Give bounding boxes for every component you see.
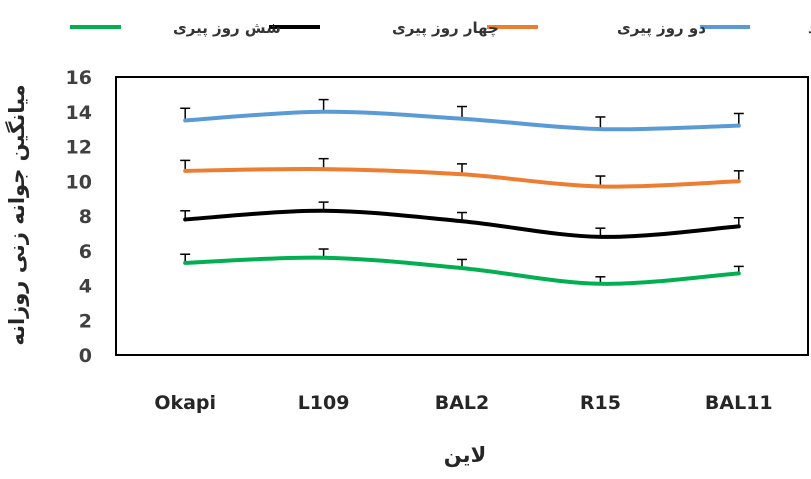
x-tick-label: R15 — [580, 392, 621, 414]
y-tick-label: 6 — [79, 241, 92, 263]
y-tick-label: 16 — [66, 67, 92, 89]
x-tick-label: BAL11 — [705, 392, 773, 414]
y-tick-label: 4 — [79, 276, 92, 298]
labels: Okapi L109 BAL2 R15 BAL11 لاین میانگین جوانه ز… — [4, 84, 773, 467]
series-line — [183, 208, 741, 239]
x-tick-label: BAL2 — [435, 392, 490, 414]
legend-label: چهار روز پیری — [392, 19, 499, 38]
x-axis-title: لاین — [444, 443, 486, 467]
y-tick-label: 14 — [66, 102, 92, 124]
series-line — [183, 109, 741, 132]
legend-label: شاهد — [808, 19, 811, 37]
y-tick-label: 8 — [79, 206, 92, 228]
y-tick-label: 0 — [79, 345, 92, 367]
y-tick-label: 10 — [66, 171, 92, 193]
legend-label: شش روز پیری — [173, 19, 281, 38]
series-line — [183, 255, 741, 286]
x-tick-label: Okapi — [154, 392, 216, 414]
y-tick-label: 2 — [79, 310, 92, 332]
x-tick-label: L109 — [298, 392, 350, 414]
plot-area-border — [115, 76, 809, 356]
y-tick-label: 12 — [66, 137, 92, 159]
axes: 0 2 4 6 8 10 12 14 16 — [66, 67, 809, 367]
legend: شاهد دو روز پیری چهار روز پیری شش روز پیری — [70, 19, 811, 38]
y-axis-title: میانگین جوانه زنی روزانه — [4, 84, 29, 345]
series-lines — [183, 109, 741, 286]
legend-label: دو روز پیری — [617, 19, 706, 38]
series-line — [183, 166, 741, 189]
